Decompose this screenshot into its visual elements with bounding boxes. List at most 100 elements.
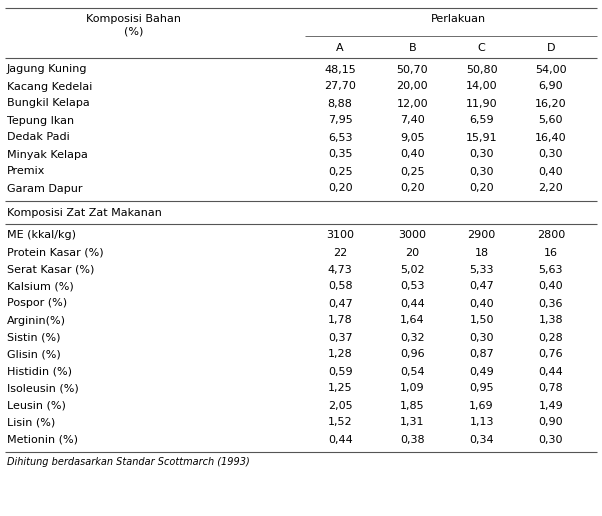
Text: 5,63: 5,63 <box>539 265 563 275</box>
Text: A: A <box>337 43 344 53</box>
Text: Glisin (%): Glisin (%) <box>7 349 61 360</box>
Text: 1,85: 1,85 <box>400 400 424 411</box>
Text: 50,70: 50,70 <box>397 64 428 74</box>
Text: 9,05: 9,05 <box>400 133 424 142</box>
Text: 0,20: 0,20 <box>328 184 352 194</box>
Text: 0,20: 0,20 <box>400 184 424 194</box>
Text: 0,40: 0,40 <box>470 298 494 309</box>
Text: Serat Kasar (%): Serat Kasar (%) <box>7 265 95 275</box>
Text: 22: 22 <box>333 248 347 257</box>
Text: Histidin (%): Histidin (%) <box>7 366 72 377</box>
Text: Minyak Kelapa: Minyak Kelapa <box>7 150 88 159</box>
Text: B: B <box>409 43 416 53</box>
Text: 0,90: 0,90 <box>539 417 563 427</box>
Text: 2900: 2900 <box>468 231 495 240</box>
Text: Jagung Kuning: Jagung Kuning <box>7 64 87 74</box>
Text: D: D <box>547 43 555 53</box>
Text: 0,44: 0,44 <box>400 298 425 309</box>
Text: 0,49: 0,49 <box>469 366 494 377</box>
Text: 6,53: 6,53 <box>328 133 352 142</box>
Text: 12,00: 12,00 <box>397 99 428 108</box>
Text: 0,32: 0,32 <box>400 332 424 343</box>
Text: 0,47: 0,47 <box>327 298 353 309</box>
Text: 0,38: 0,38 <box>400 434 424 444</box>
Text: Metionin (%): Metionin (%) <box>7 434 78 444</box>
Text: 20: 20 <box>405 248 420 257</box>
Text: 5,60: 5,60 <box>539 116 563 125</box>
Text: 14,00: 14,00 <box>466 82 497 91</box>
Text: 6,90: 6,90 <box>539 82 563 91</box>
Text: 16: 16 <box>544 248 558 257</box>
Text: 1,49: 1,49 <box>538 400 563 411</box>
Text: 48,15: 48,15 <box>324 64 356 74</box>
Text: (%): (%) <box>124 26 143 36</box>
Text: 54,00: 54,00 <box>535 64 566 74</box>
Text: 7,95: 7,95 <box>327 116 353 125</box>
Text: 0,76: 0,76 <box>539 349 563 360</box>
Text: 16,40: 16,40 <box>535 133 566 142</box>
Text: Sistin (%): Sistin (%) <box>7 332 60 343</box>
Text: 0,54: 0,54 <box>400 366 424 377</box>
Text: 0,30: 0,30 <box>539 434 563 444</box>
Text: Leusin (%): Leusin (%) <box>7 400 66 411</box>
Text: 1,52: 1,52 <box>328 417 352 427</box>
Text: 1,78: 1,78 <box>327 315 353 326</box>
Text: 0,40: 0,40 <box>539 167 563 176</box>
Text: 1,38: 1,38 <box>539 315 563 326</box>
Text: Garam Dapur: Garam Dapur <box>7 184 82 194</box>
Text: Komposisi Bahan: Komposisi Bahan <box>86 14 181 24</box>
Text: 0,95: 0,95 <box>470 383 494 394</box>
Text: 18: 18 <box>474 248 489 257</box>
Text: 0,30: 0,30 <box>470 167 494 176</box>
Text: 16,20: 16,20 <box>535 99 566 108</box>
Text: 15,91: 15,91 <box>466 133 497 142</box>
Text: 3100: 3100 <box>326 231 354 240</box>
Text: 0,44: 0,44 <box>327 434 353 444</box>
Text: 20,00: 20,00 <box>397 82 428 91</box>
Text: 5,33: 5,33 <box>470 265 494 275</box>
Text: Komposisi Zat Zat Makanan: Komposisi Zat Zat Makanan <box>7 207 162 218</box>
Text: 3000: 3000 <box>399 231 426 240</box>
Text: 11,90: 11,90 <box>466 99 497 108</box>
Text: 0,40: 0,40 <box>400 150 424 159</box>
Text: 1,50: 1,50 <box>470 315 494 326</box>
Text: 1,64: 1,64 <box>400 315 424 326</box>
Text: 1,31: 1,31 <box>400 417 424 427</box>
Text: 0,35: 0,35 <box>328 150 352 159</box>
Text: 0,30: 0,30 <box>470 150 494 159</box>
Text: 0,30: 0,30 <box>470 332 494 343</box>
Text: Kacang Kedelai: Kacang Kedelai <box>7 82 92 91</box>
Text: Premix: Premix <box>7 167 45 176</box>
Text: 0,28: 0,28 <box>538 332 563 343</box>
Text: 1,25: 1,25 <box>328 383 352 394</box>
Text: 5,02: 5,02 <box>400 265 424 275</box>
Text: Pospor (%): Pospor (%) <box>7 298 67 309</box>
Text: ME (kkal/kg): ME (kkal/kg) <box>7 231 76 240</box>
Text: 0,40: 0,40 <box>539 282 563 292</box>
Text: 0,47: 0,47 <box>469 282 494 292</box>
Text: 1,09: 1,09 <box>400 383 424 394</box>
Text: 0,44: 0,44 <box>538 366 563 377</box>
Text: 0,37: 0,37 <box>328 332 352 343</box>
Text: 0,34: 0,34 <box>470 434 494 444</box>
Text: Kalsium (%): Kalsium (%) <box>7 282 74 292</box>
Text: 0,53: 0,53 <box>400 282 424 292</box>
Text: Dihitung berdasarkan Standar Scottmarch (1993): Dihitung berdasarkan Standar Scottmarch … <box>7 457 250 467</box>
Text: Dedak Padi: Dedak Padi <box>7 133 70 142</box>
Text: 0,78: 0,78 <box>538 383 563 394</box>
Text: 2800: 2800 <box>537 231 565 240</box>
Text: 6,59: 6,59 <box>470 116 494 125</box>
Text: Tepung Ikan: Tepung Ikan <box>7 116 74 125</box>
Text: 1,28: 1,28 <box>327 349 353 360</box>
Text: 7,40: 7,40 <box>400 116 425 125</box>
Text: Isoleusin (%): Isoleusin (%) <box>7 383 79 394</box>
Text: 0,25: 0,25 <box>328 167 352 176</box>
Text: 1,69: 1,69 <box>470 400 494 411</box>
Text: 0,87: 0,87 <box>469 349 494 360</box>
Text: 50,80: 50,80 <box>466 64 497 74</box>
Text: Perlakuan: Perlakuan <box>431 14 486 24</box>
Text: Protein Kasar (%): Protein Kasar (%) <box>7 248 104 257</box>
Text: 8,88: 8,88 <box>327 99 353 108</box>
Text: 27,70: 27,70 <box>324 82 356 91</box>
Text: Lisin (%): Lisin (%) <box>7 417 55 427</box>
